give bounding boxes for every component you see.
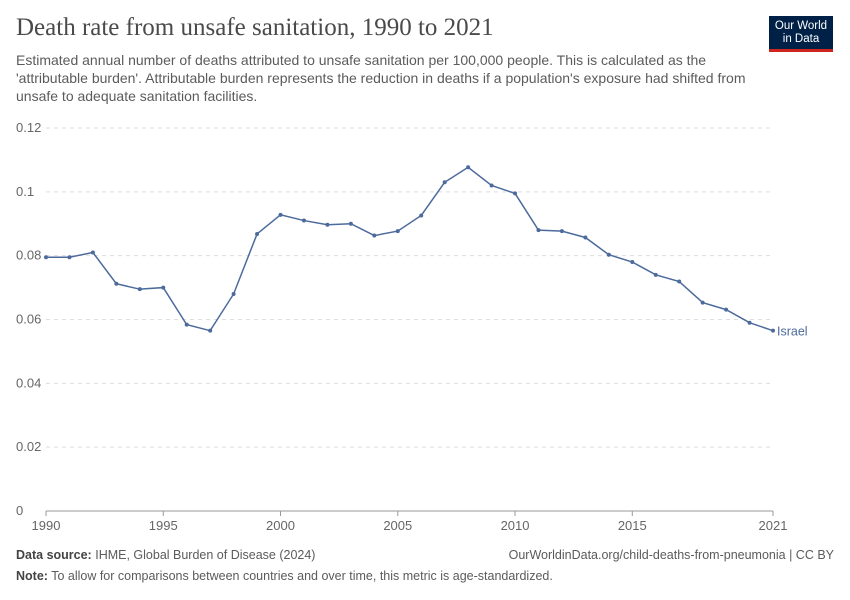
data-point — [255, 231, 260, 236]
data-point — [653, 272, 658, 277]
data-point — [231, 291, 236, 296]
data-point — [114, 281, 119, 286]
data-source: Data source: IHME, Global Burden of Dise… — [16, 548, 315, 562]
x-tick-label: 2005 — [383, 518, 412, 533]
data-point — [395, 229, 400, 234]
data-point — [137, 287, 142, 292]
x-tick-label: 2010 — [501, 518, 530, 533]
series-line — [46, 166, 774, 332]
data-point — [372, 233, 377, 238]
data-point — [606, 252, 611, 257]
data-point — [325, 222, 330, 227]
data-point — [466, 165, 471, 170]
note-label: Note: — [16, 569, 48, 583]
y-tick-label: 0.12 — [16, 120, 41, 135]
data-point — [630, 260, 635, 265]
source-label: Data source: — [16, 548, 92, 562]
data-point — [677, 279, 682, 284]
note: Note: To allow for comparisons between c… — [16, 569, 553, 583]
data-point — [700, 300, 705, 305]
note-text: To allow for comparisons between countri… — [51, 569, 553, 583]
data-point — [442, 180, 447, 185]
data-point — [301, 218, 306, 223]
data-point — [208, 328, 213, 333]
data-point — [724, 307, 729, 312]
data-point — [161, 285, 166, 290]
x-tick-label: 1995 — [149, 518, 178, 533]
x-tick-label: 1990 — [32, 518, 61, 533]
data-point — [419, 213, 424, 218]
source-text[interactable]: IHME, Global Burden of Disease (2024) — [95, 548, 316, 562]
y-tick-label: 0.08 — [16, 248, 41, 263]
data-point — [513, 191, 518, 196]
data-point — [559, 229, 564, 234]
data-point — [771, 328, 775, 333]
y-tick-label: 0.02 — [16, 439, 41, 454]
data-point — [348, 221, 353, 226]
data-point — [90, 250, 95, 255]
x-tick-label: 2000 — [266, 518, 295, 533]
data-point — [583, 235, 588, 240]
y-tick-label: 0.1 — [16, 184, 34, 199]
data-point — [67, 255, 72, 260]
data-point — [536, 228, 541, 233]
data-point — [184, 322, 189, 327]
series-label: Israel — [777, 325, 808, 339]
owid-logo[interactable]: Our World in Data — [769, 16, 833, 52]
data-point — [278, 212, 283, 217]
y-tick-label: 0.04 — [16, 375, 41, 390]
data-point — [747, 320, 752, 325]
source-url[interactable]: OurWorldinData.org/child-deaths-from-pne… — [508, 548, 834, 562]
data-point — [489, 183, 494, 188]
data-point — [44, 255, 48, 260]
chart-title: Death rate from unsafe sanitation, 1990 … — [16, 14, 494, 41]
y-tick-label: 0 — [16, 503, 23, 518]
chart-subtitle: Estimated annual number of deaths attrib… — [16, 52, 746, 104]
x-tick-label: 2015 — [618, 518, 647, 533]
y-tick-label: 0.06 — [16, 312, 41, 327]
x-tick-label: 2021 — [759, 518, 788, 533]
